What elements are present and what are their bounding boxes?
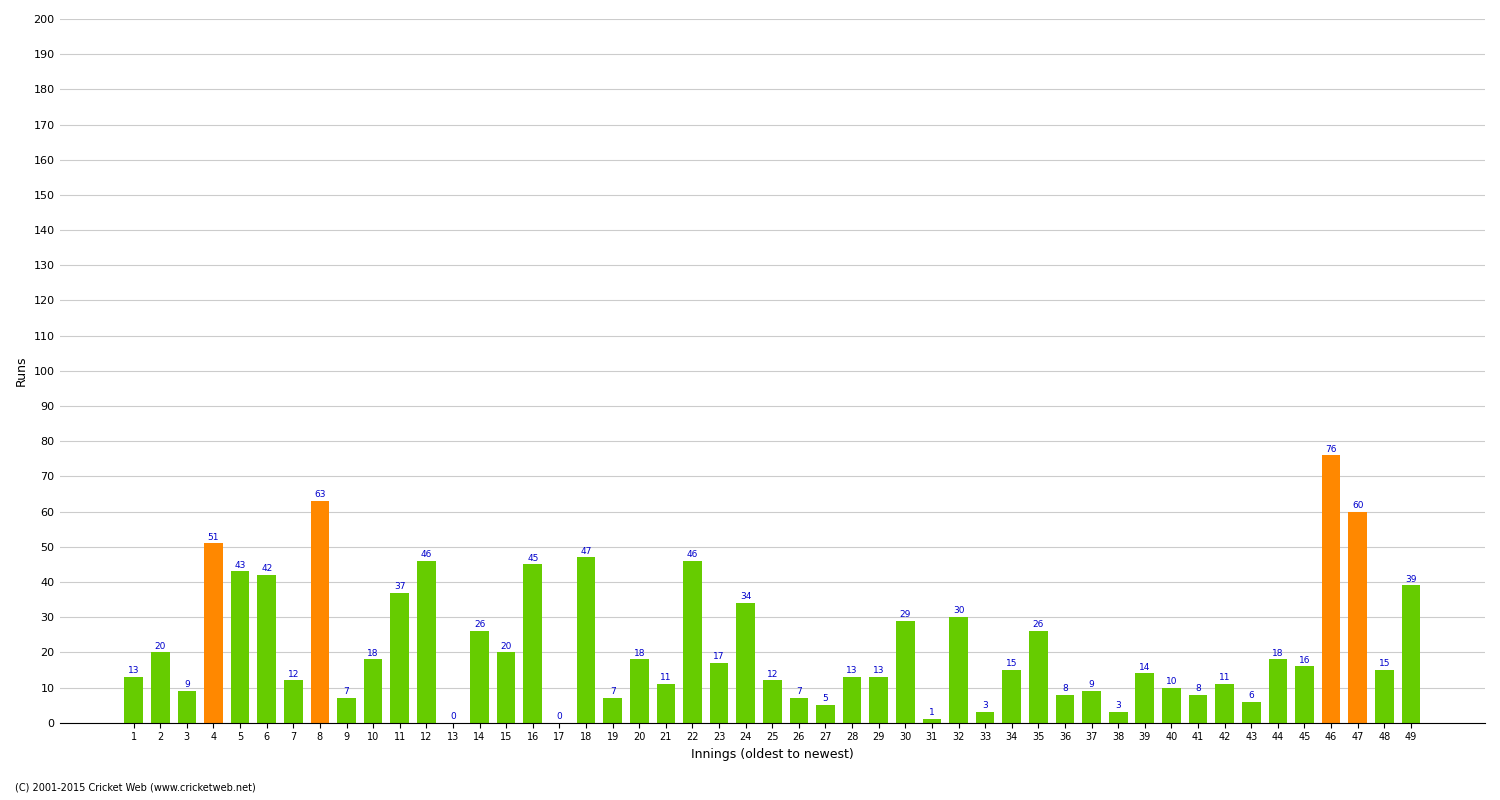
Text: 17: 17 xyxy=(714,652,724,661)
Text: 46: 46 xyxy=(420,550,432,559)
Text: 11: 11 xyxy=(660,674,672,682)
Bar xyxy=(870,677,888,722)
Bar xyxy=(338,698,356,722)
Text: 9: 9 xyxy=(1089,680,1095,690)
Text: 60: 60 xyxy=(1352,501,1364,510)
Bar xyxy=(258,575,276,722)
Text: 12: 12 xyxy=(766,670,778,678)
Bar xyxy=(710,663,729,722)
Bar xyxy=(124,677,142,722)
Bar xyxy=(922,719,940,722)
Text: 7: 7 xyxy=(344,687,350,696)
Text: (C) 2001-2015 Cricket Web (www.cricketweb.net): (C) 2001-2015 Cricket Web (www.cricketwe… xyxy=(15,782,255,792)
Text: 18: 18 xyxy=(633,649,645,658)
Text: 26: 26 xyxy=(474,621,486,630)
Text: 9: 9 xyxy=(184,680,189,690)
Text: 42: 42 xyxy=(261,564,273,573)
Bar xyxy=(816,705,836,722)
Bar xyxy=(417,561,435,722)
Bar xyxy=(177,691,197,722)
Text: 14: 14 xyxy=(1138,662,1150,672)
Bar xyxy=(603,698,622,722)
Text: 7: 7 xyxy=(796,687,802,696)
Text: 13: 13 xyxy=(846,666,858,675)
Bar xyxy=(1056,694,1074,722)
Text: 8: 8 xyxy=(1062,684,1068,693)
Bar xyxy=(152,652,170,722)
Bar xyxy=(1108,712,1128,722)
Text: 12: 12 xyxy=(288,670,298,678)
Bar xyxy=(1215,684,1234,722)
Bar xyxy=(682,561,702,722)
Bar xyxy=(736,603,754,722)
Bar xyxy=(1322,455,1341,722)
Text: 10: 10 xyxy=(1166,677,1178,686)
Bar xyxy=(1136,674,1154,722)
Text: 1: 1 xyxy=(928,709,934,718)
Text: 30: 30 xyxy=(952,606,964,615)
Text: 3: 3 xyxy=(982,702,988,710)
Text: 43: 43 xyxy=(234,561,246,570)
Bar xyxy=(576,558,596,722)
Text: 20: 20 xyxy=(501,642,512,650)
Text: 0: 0 xyxy=(450,712,456,721)
Bar xyxy=(364,659,382,722)
Bar xyxy=(1002,670,1022,722)
Text: 34: 34 xyxy=(740,592,752,602)
Bar xyxy=(1029,631,1047,722)
Bar xyxy=(1348,512,1366,722)
Text: 5: 5 xyxy=(822,694,828,703)
Bar xyxy=(204,543,224,722)
Text: 18: 18 xyxy=(368,649,380,658)
Text: 6: 6 xyxy=(1248,691,1254,700)
Bar xyxy=(1294,666,1314,722)
Text: 29: 29 xyxy=(900,610,910,619)
Bar xyxy=(657,684,675,722)
Bar xyxy=(496,652,516,722)
Text: 26: 26 xyxy=(1032,621,1044,630)
Text: 51: 51 xyxy=(207,533,219,542)
Bar xyxy=(310,501,328,722)
Bar xyxy=(976,712,994,722)
Text: 76: 76 xyxy=(1326,445,1336,454)
Bar xyxy=(789,698,808,722)
Text: 15: 15 xyxy=(1378,659,1390,668)
Bar xyxy=(1401,586,1420,722)
Bar xyxy=(630,659,648,722)
Text: 16: 16 xyxy=(1299,656,1310,665)
Bar xyxy=(764,681,782,722)
Bar xyxy=(524,564,542,722)
Bar xyxy=(471,631,489,722)
Bar xyxy=(1242,702,1260,722)
Text: 0: 0 xyxy=(556,712,562,721)
Bar xyxy=(950,617,968,722)
Bar xyxy=(1269,659,1287,722)
Text: 39: 39 xyxy=(1406,574,1416,584)
Text: 3: 3 xyxy=(1116,702,1120,710)
Y-axis label: Runs: Runs xyxy=(15,356,28,386)
Text: 13: 13 xyxy=(128,666,140,675)
Text: 45: 45 xyxy=(526,554,538,562)
Bar xyxy=(284,681,303,722)
Bar xyxy=(1083,691,1101,722)
Bar xyxy=(1188,694,1208,722)
Text: 11: 11 xyxy=(1220,674,1230,682)
Text: 47: 47 xyxy=(580,546,591,555)
Bar xyxy=(843,677,861,722)
Text: 37: 37 xyxy=(394,582,405,590)
Text: 8: 8 xyxy=(1196,684,1202,693)
Bar xyxy=(1162,687,1180,722)
Bar xyxy=(896,621,915,722)
Text: 13: 13 xyxy=(873,666,885,675)
Bar xyxy=(390,593,410,722)
Bar xyxy=(1376,670,1394,722)
Text: 7: 7 xyxy=(609,687,615,696)
X-axis label: Innings (oldest to newest): Innings (oldest to newest) xyxy=(692,748,853,761)
Text: 46: 46 xyxy=(687,550,698,559)
Text: 63: 63 xyxy=(314,490,326,499)
Text: 15: 15 xyxy=(1007,659,1017,668)
Text: 20: 20 xyxy=(154,642,166,650)
Text: 18: 18 xyxy=(1272,649,1284,658)
Bar xyxy=(231,571,249,722)
